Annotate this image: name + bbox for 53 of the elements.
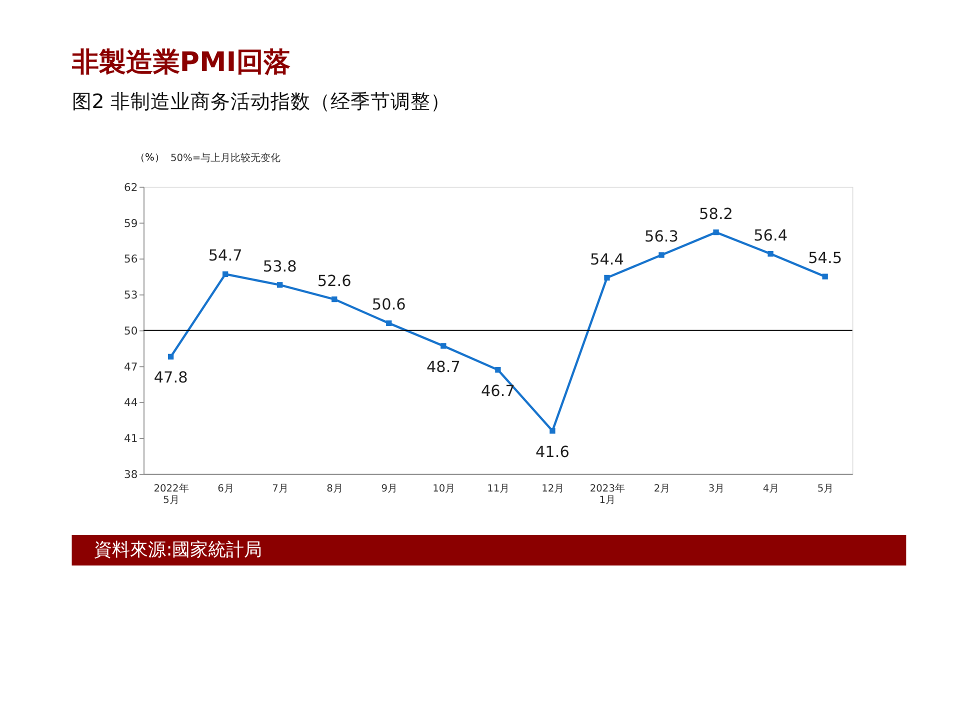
- x-tick-label: 7月: [272, 483, 288, 494]
- data-label: 58.2: [699, 204, 734, 223]
- x-tick-label: 3月: [708, 483, 725, 494]
- data-label: 54.7: [208, 246, 242, 265]
- data-label: 54.4: [590, 250, 624, 268]
- point: [277, 282, 283, 288]
- x-tick-label: 10月: [432, 483, 456, 494]
- y-tick-label: 56: [124, 252, 138, 266]
- data-label: 41.6: [535, 442, 570, 461]
- y-tick-label: 47: [124, 360, 138, 374]
- y-tick-label: 38: [124, 468, 138, 481]
- data-label: 56.4: [754, 226, 788, 244]
- x-tick-label: 2023年 1月: [590, 482, 625, 506]
- y-tick-label: 53: [124, 288, 138, 302]
- x-tick-label: 4月: [762, 483, 780, 494]
- x-tick-label: 11月: [487, 483, 510, 494]
- data-label: 53.8: [262, 257, 297, 276]
- x-tick-label: 6月: [218, 483, 234, 494]
- point: [658, 252, 664, 258]
- x-tick-label: 8月: [326, 483, 343, 494]
- point: [713, 229, 719, 236]
- data-label: 54.5: [808, 249, 842, 268]
- point: [168, 354, 174, 360]
- point: [768, 250, 774, 257]
- x-tick-label: 2022年 5月: [154, 482, 189, 506]
- point: [550, 428, 556, 434]
- chart-title: 非製造業PMI回落: [70, 47, 290, 78]
- point: [495, 367, 501, 373]
- point: [604, 274, 610, 281]
- data-label: 50.6: [372, 296, 406, 314]
- point: [222, 271, 228, 277]
- y-axis-title: （%）: [135, 152, 164, 164]
- text: 50%=与上月比较无变化: [170, 152, 281, 164]
- data-label: 48.7: [426, 358, 460, 376]
- point: [822, 274, 828, 280]
- source-note: 資料來源:國家統計局: [94, 540, 262, 561]
- data-label: 52.6: [317, 272, 352, 290]
- y-tick-label: 62: [124, 180, 138, 194]
- point: [440, 343, 446, 349]
- chart-subtitle: 图2 非制造业商务活动指数（经季节调整）: [72, 90, 451, 113]
- y-tick-label: 59: [124, 216, 138, 230]
- x-tick-label: 5月: [817, 483, 834, 494]
- x-tick-label: 9月: [381, 483, 398, 494]
- data-label: 47.8: [154, 368, 188, 387]
- data-label: 56.3: [644, 228, 678, 246]
- x-tick-label: 12月: [542, 483, 564, 494]
- point: [386, 320, 392, 326]
- point: [332, 296, 338, 302]
- x-tick-label: 2月: [654, 483, 670, 494]
- data-label: 46.7: [480, 382, 515, 400]
- y-tick-label: 41: [124, 432, 138, 446]
- y-tick-label: 44: [124, 396, 138, 410]
- y-tick-label: 50: [124, 324, 138, 338]
